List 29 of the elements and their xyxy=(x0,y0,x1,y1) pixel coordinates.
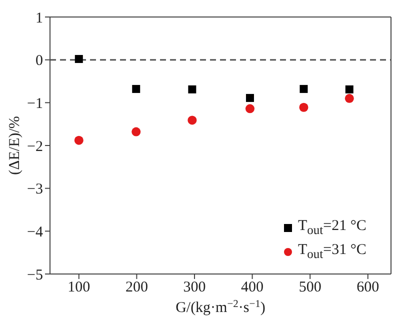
y-tick-label: −3 xyxy=(27,182,43,198)
x-tick-label: 300 xyxy=(183,280,206,296)
x-axis-title: G/(kg·m$^{−2}$·s$^{−1}$) xyxy=(176,298,266,316)
legend-label: T$_{out}$=21 °C xyxy=(298,217,366,239)
point xyxy=(299,102,308,112)
y-tick-label: 0 xyxy=(36,53,43,70)
x-tick-label: 200 xyxy=(125,280,148,296)
y-tick-label: −2 xyxy=(27,138,43,155)
point xyxy=(246,94,254,102)
y-tick-label: 1 xyxy=(36,10,43,26)
y-tick-label: −5 xyxy=(27,267,43,284)
point xyxy=(188,85,196,94)
point xyxy=(188,116,197,125)
point xyxy=(74,54,83,63)
point xyxy=(132,127,141,136)
point xyxy=(345,85,354,94)
y-axis-title: (ΔE/E)/% xyxy=(7,116,23,175)
legend-label: T$_{out}$=31 °C xyxy=(298,241,366,263)
x-tick-label: 500 xyxy=(298,280,322,296)
point xyxy=(344,94,354,103)
y-tick-label: −1 xyxy=(27,96,43,112)
point xyxy=(300,84,308,93)
point xyxy=(132,84,140,93)
point xyxy=(245,104,254,114)
x-tick-label: 600 xyxy=(356,280,380,296)
y-tick-label: −4 xyxy=(27,224,44,240)
x-tick-label: 400 xyxy=(241,280,264,296)
x-tick-label: 100 xyxy=(68,280,90,296)
point xyxy=(74,136,84,145)
